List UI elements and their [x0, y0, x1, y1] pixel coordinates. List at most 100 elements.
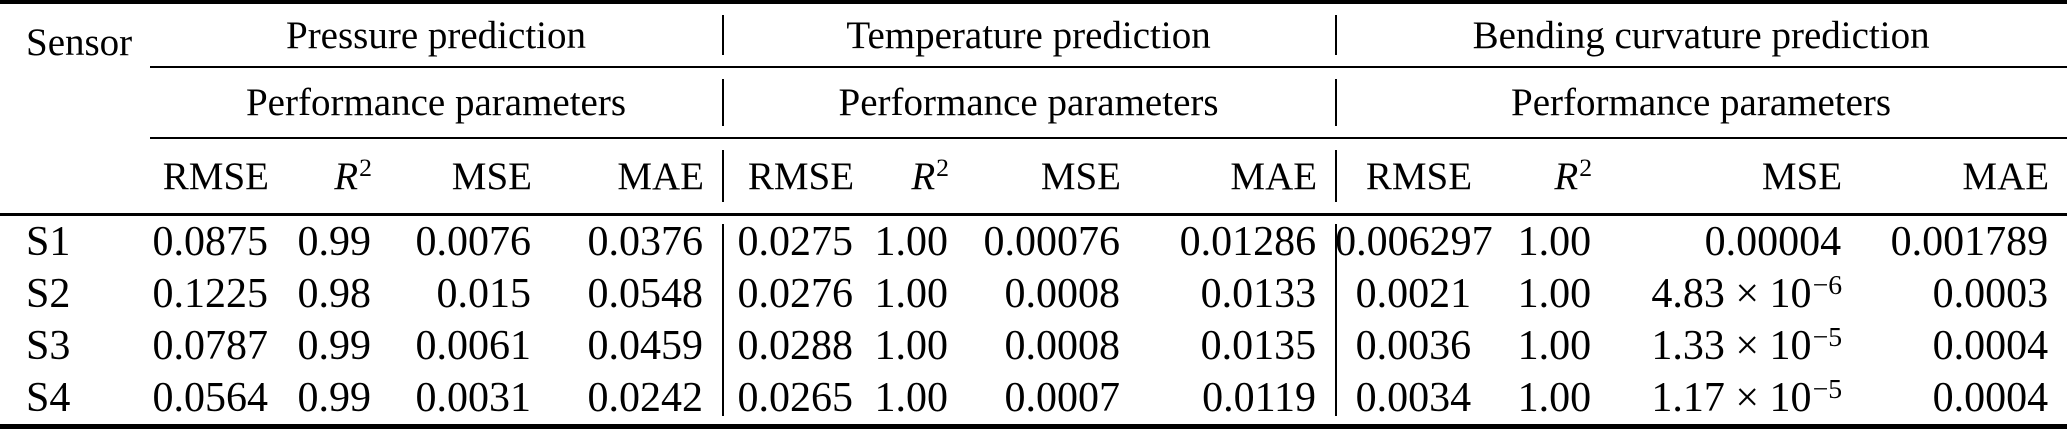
column-header-r2: R2: [872, 138, 968, 216]
table-row-subheaders: Performance parameters Performance param…: [0, 67, 2067, 139]
column-header-mse: MSE: [967, 138, 1140, 216]
column-header-superscript: 2: [1579, 153, 1593, 183]
table-cell: 1.17 × 10−5: [1610, 372, 1860, 427]
value: 0.0021: [1355, 271, 1472, 317]
value: 0.0004: [1932, 323, 2049, 369]
value: 0.1225: [152, 271, 269, 317]
table-cell: 1.00: [1490, 320, 1610, 372]
table-cell: 0.001789: [1860, 215, 2067, 269]
table-cell: 0.0275: [722, 214, 873, 268]
value: 0.0003: [1932, 271, 2049, 317]
table-cell: 0.0548: [550, 268, 722, 320]
column-header-mae: MAE: [1139, 138, 1336, 216]
group-header-pressure: Pressure prediction: [150, 2, 723, 68]
column-header-label: RMSE: [747, 154, 855, 198]
value: 0.00004: [1704, 219, 1842, 265]
value: 1.00: [1517, 375, 1592, 421]
value: 0.0008: [1004, 271, 1121, 317]
table-cell: 0.0008: [967, 268, 1139, 320]
value: 0.0787: [152, 323, 269, 369]
table-cell: 1.00: [872, 320, 967, 372]
row-label: S4: [26, 375, 71, 421]
group-header-temperature: Temperature prediction: [722, 2, 1336, 68]
table-row: S3 0.0787 0.99 0.0061 0.0459 0.0288 1.00…: [0, 320, 2067, 372]
table-cell: 0.0003: [1860, 268, 2067, 320]
table-cell: 0.0376: [550, 215, 722, 269]
value: 0.015: [436, 271, 532, 317]
value: 0.0564: [152, 375, 269, 421]
row-label: S3: [26, 323, 71, 369]
table-cell: 0.01286: [1139, 215, 1335, 269]
table-cell: 0.0242: [550, 372, 722, 427]
table-cell: 0.006297: [1335, 214, 1493, 268]
row-label: S2: [26, 271, 71, 317]
table-cell: 0.1225: [150, 268, 287, 320]
column-header-mse: MSE: [390, 138, 550, 216]
value-exponent: −5: [1812, 320, 1843, 352]
table-row-metric-headers: RMSE R2 MSE MAE RMSE R2 MSE MAE RMSE R2 …: [0, 138, 2067, 216]
column-header-rmse: RMSE: [722, 138, 873, 216]
table-cell: 0.0875: [150, 215, 287, 269]
column-header-label: RMSE: [162, 154, 269, 198]
value: 1.00: [1517, 271, 1592, 317]
value: 0.0376: [587, 219, 704, 265]
value-exponent: −5: [1812, 372, 1843, 404]
table-cell: 4.83 × 10−6: [1610, 268, 1860, 320]
group-header-bending: Bending curvature prediction: [1335, 2, 2067, 68]
table-cell: 1.00: [1490, 268, 1610, 320]
value: 1.00: [874, 271, 949, 317]
table-cell: 1.33 × 10−5: [1610, 320, 1860, 372]
value: 1.00: [874, 219, 949, 265]
value: 0.001789: [1890, 219, 2049, 265]
column-header-label: MSE: [1040, 154, 1122, 198]
table-cell: 0.00076: [967, 215, 1139, 269]
value: 4.83 × 10: [1651, 271, 1812, 317]
value: 0.99: [297, 375, 372, 421]
table-cell: 0.0061: [390, 320, 550, 372]
table-row: S1 0.0875 0.99 0.0076 0.0376 0.0275 1.00…: [0, 214, 2067, 269]
table-cell: 0.015: [390, 268, 550, 320]
value: 0.0242: [587, 375, 704, 421]
table-row: S4 0.0564 0.99 0.0031 0.0242 0.0265 1.00…: [0, 372, 2067, 427]
column-header-r2: R2: [1490, 138, 1611, 216]
value: 0.0007: [1004, 375, 1121, 421]
value: 0.006297: [1335, 219, 1493, 265]
column-header-label: MAE: [1230, 154, 1318, 198]
value: 1.00: [874, 323, 949, 369]
column-header-mse: MSE: [1610, 138, 1861, 216]
column-header-label: MSE: [1761, 154, 1843, 198]
table-cell: 0.0288: [722, 320, 873, 372]
table-row-group-headers: Sensor Pressure prediction Temperature p…: [0, 2, 2067, 216]
column-header-label: MSE: [451, 154, 532, 198]
value: 0.00076: [983, 219, 1121, 265]
table-cell: 0.0008: [967, 320, 1139, 372]
value: 0.01286: [1179, 219, 1317, 265]
table-cell: 0.0276: [722, 268, 873, 320]
row-label: S1: [26, 219, 71, 265]
column-header-superscript: 2: [359, 153, 372, 183]
column-header-label: R: [1554, 154, 1579, 198]
table-cell: 0.99: [287, 215, 390, 269]
column-header-mae: MAE: [550, 138, 723, 216]
value: 0.0008: [1004, 323, 1121, 369]
value: 1.00: [874, 375, 949, 421]
value: 1.33 × 10: [1651, 323, 1812, 369]
column-header-label: R: [911, 154, 936, 198]
subheader-bending-performance: Performance parameters: [1335, 67, 2067, 139]
column-header-r2: R2: [287, 138, 390, 216]
column-header-mae: MAE: [1860, 138, 2067, 216]
table-cell: 0.0459: [550, 320, 722, 372]
table-cell: 0.0004: [1860, 372, 2067, 427]
table-cell: 0.0787: [150, 320, 287, 372]
value: 0.0119: [1202, 375, 1317, 421]
table-cell: 0.0135: [1139, 320, 1335, 372]
value: 0.0275: [737, 219, 854, 265]
table-cell: 0.98: [287, 268, 390, 320]
column-header-label: MAE: [1962, 154, 2050, 198]
value: 1.00: [1517, 219, 1592, 265]
table-cell: 0.99: [287, 320, 390, 372]
table-cell: 0.0007: [967, 372, 1139, 427]
column-header-label: RMSE: [1365, 154, 1473, 198]
column-header-label: R: [334, 154, 359, 198]
value: 0.0076: [415, 219, 532, 265]
